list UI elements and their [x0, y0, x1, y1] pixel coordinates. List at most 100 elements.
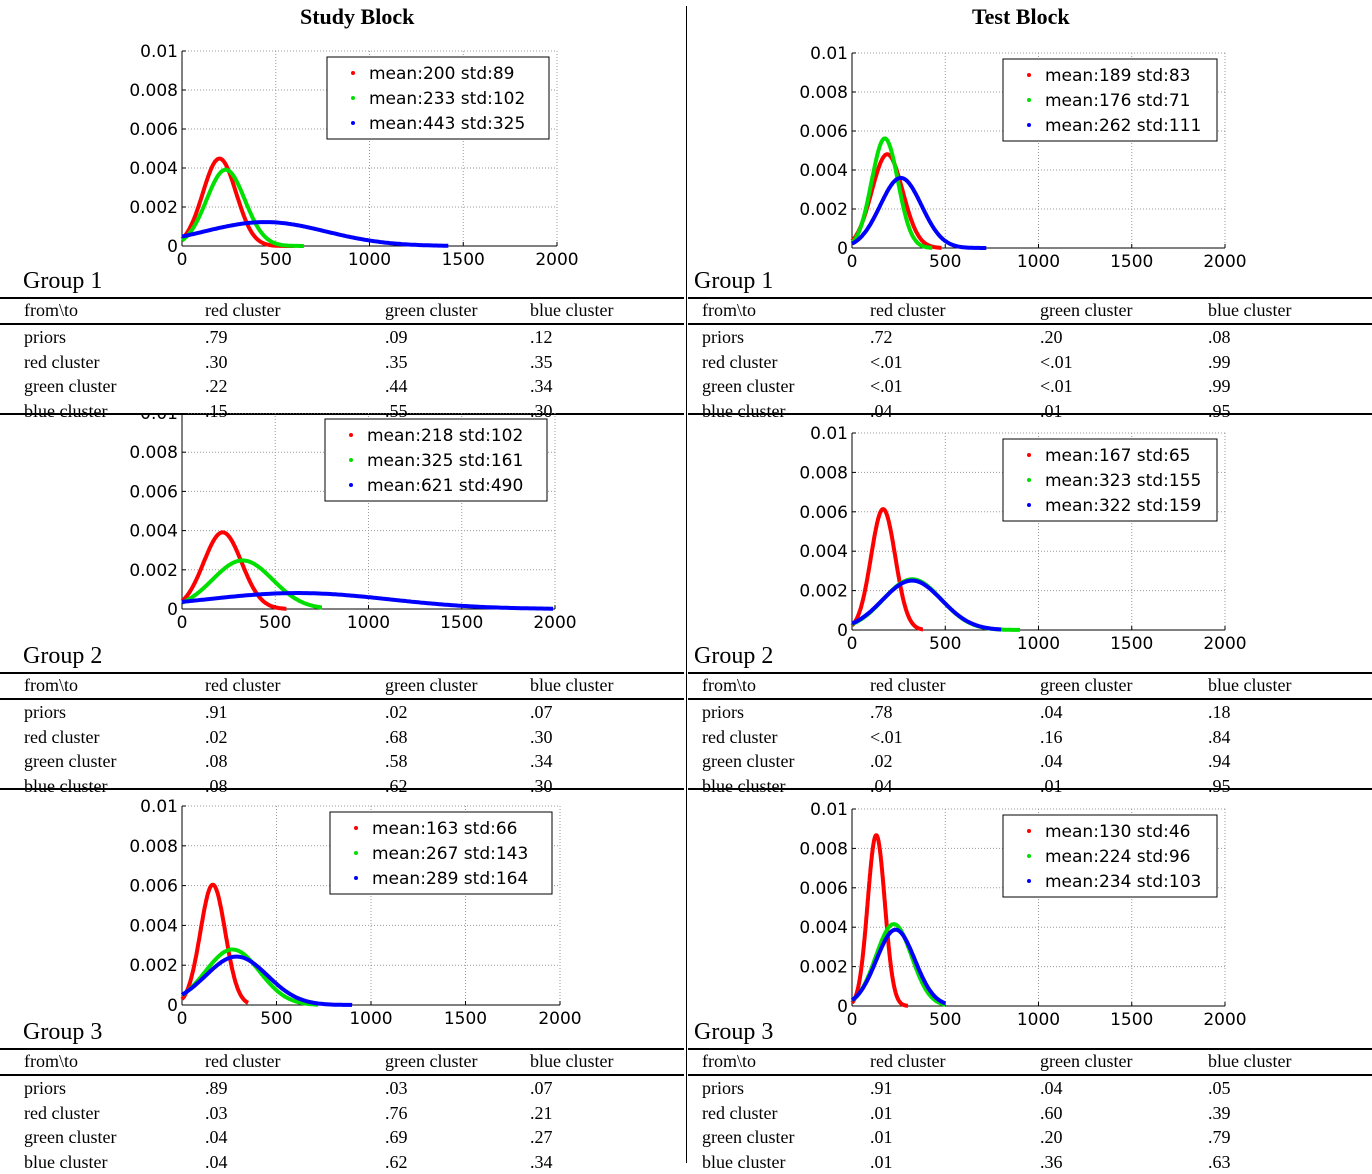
green-series-point [299, 244, 303, 248]
column-header: green cluster [1040, 1051, 1133, 1071]
column-header: green cluster [385, 675, 478, 695]
red-legend-marker [354, 826, 358, 830]
table-cell: .35 [530, 351, 553, 372]
y-tick-label: 0.004 [799, 918, 848, 938]
blue-series-point [995, 627, 1000, 631]
y-tick-label: 0.004 [129, 522, 178, 542]
legend-box [329, 811, 553, 895]
table-cell: .07 [530, 702, 553, 722]
blue-legend-marker [1027, 123, 1031, 127]
x-tick-label: 1500 [1110, 1010, 1153, 1030]
row-label: green cluster [24, 376, 117, 396]
table-cell: .04 [870, 400, 893, 421]
y-tick-label: 0 [837, 239, 848, 259]
legend-box [324, 418, 548, 502]
blue-series-point [426, 243, 430, 247]
table-cell: .35 [385, 351, 408, 372]
red-series-curve [180, 882, 250, 1005]
green-legend-label: mean:323 std:155 [1045, 471, 1201, 491]
green-legend-marker [1027, 98, 1031, 102]
green-legend-label: mean:325 std:161 [367, 451, 523, 471]
y-tick-label: 0 [167, 600, 178, 620]
table-row: priors .91 .02 .07 [0, 700, 684, 724]
column-header: red cluster [205, 300, 281, 320]
x-tick-label: 1000 [348, 250, 391, 270]
table-cell: .84 [1208, 726, 1231, 747]
table-header-rule [0, 698, 684, 700]
row-label: blue cluster [24, 775, 108, 796]
table-cell: .30 [530, 726, 553, 747]
green-series-curve [180, 558, 323, 610]
panel-test-group-1: 0 500 1000 1500 2000 0 0.002 0.004 0.006 0.008 0.0… [688, 38, 1372, 421]
group-label: Group 2 [23, 643, 103, 669]
x-tick-label: 2000 [1203, 252, 1246, 272]
table-top-rule [0, 1048, 684, 1050]
green-series-point [290, 244, 294, 248]
row-label: priors [702, 327, 744, 347]
row-label: blue cluster [702, 400, 786, 421]
x-tick-label: 1500 [444, 1009, 487, 1029]
table-row: red cluster .01 .60 .39 [688, 1101, 1372, 1125]
x-tick-label: 0 [177, 250, 188, 270]
table-cell: .34 [530, 376, 553, 396]
row-label: priors [702, 702, 744, 722]
table-cell: .08 [1208, 327, 1231, 347]
y-tick-label: 0.002 [129, 956, 178, 976]
table-cell: .02 [385, 702, 408, 722]
x-tick-label: 2000 [1203, 1010, 1246, 1030]
red-legend-marker [349, 433, 353, 437]
x-tick-label: 1500 [1110, 634, 1153, 654]
transition-table: from\to red cluster green cluster blue clus… [0, 297, 684, 421]
red-legend-label: mean:218 std:102 [367, 426, 523, 446]
blue-legend-label: mean:262 std:111 [1045, 116, 1201, 136]
green-legend-label: mean:267 std:143 [372, 844, 528, 864]
x-tick-label: 2000 [1203, 634, 1246, 654]
y-tick-label: 0.002 [129, 198, 178, 218]
blue-legend-label: mean:443 std:325 [369, 114, 525, 134]
y-tick-label: 0 [837, 621, 848, 641]
table-bottom-rule [688, 413, 1372, 415]
y-tick-label: 0.004 [129, 159, 178, 179]
table-cell: .01 [870, 1151, 893, 1172]
table-cell: .78 [870, 702, 893, 722]
table-cell: .60 [1040, 1102, 1063, 1123]
red-series-point [282, 606, 286, 611]
row-label: red cluster [24, 726, 100, 747]
column-header: red cluster [870, 675, 946, 695]
y-tick-label: 0.008 [799, 463, 848, 483]
table-cell: .03 [385, 1078, 408, 1098]
table-cell: .58 [385, 751, 408, 771]
density-chart: 0 500 1000 1500 2000 0 0.002 0.004 0.006 0.008 0.0… [129, 797, 581, 1029]
red-legend-label: mean:200 std:89 [369, 64, 514, 84]
panel-test-group-3: 0 500 1000 1500 2000 0 0.002 0.004 0.006 0.008 0.0… [688, 789, 1372, 1172]
table-cell: .72 [870, 327, 893, 347]
table-cell: .04 [1040, 702, 1063, 722]
y-tick-label: 0.002 [799, 958, 848, 978]
x-tick-label: 500 [929, 634, 961, 654]
table-cell: <.01 [870, 351, 903, 372]
legend-box [1002, 438, 1218, 522]
column-header: blue cluster [530, 675, 614, 695]
table-bottom-rule [0, 788, 684, 790]
y-tick-label: 0 [167, 996, 178, 1016]
table-header-row: from\to red cluster green cluster blue clus… [0, 298, 684, 322]
blue-series-point [977, 246, 982, 250]
column-header: from\to [702, 1051, 756, 1071]
x-tick-label: 500 [929, 1010, 961, 1030]
blue-series-point [981, 246, 985, 250]
green-series-point [1009, 628, 1014, 632]
table-cell: .04 [1040, 1078, 1063, 1098]
y-tick-label: 0.01 [810, 424, 848, 444]
table-cell: .02 [870, 751, 893, 771]
table-top-rule [688, 1048, 1372, 1050]
table-header-row: from\to red cluster green cluster blue clus… [688, 1049, 1372, 1073]
table-cell: .09 [385, 327, 408, 347]
table-header-rule [0, 323, 684, 325]
transition-table: from\to red cluster green cluster blue clus… [0, 1048, 684, 1172]
row-label: green cluster [702, 751, 795, 771]
table-row: blue cluster .01 .36 .63 [688, 1150, 1372, 1174]
table-cell: .91 [870, 1078, 893, 1098]
table-cell: .39 [1208, 1102, 1231, 1123]
blue-legend-marker [351, 121, 355, 125]
x-tick-label: 1000 [1017, 252, 1060, 272]
